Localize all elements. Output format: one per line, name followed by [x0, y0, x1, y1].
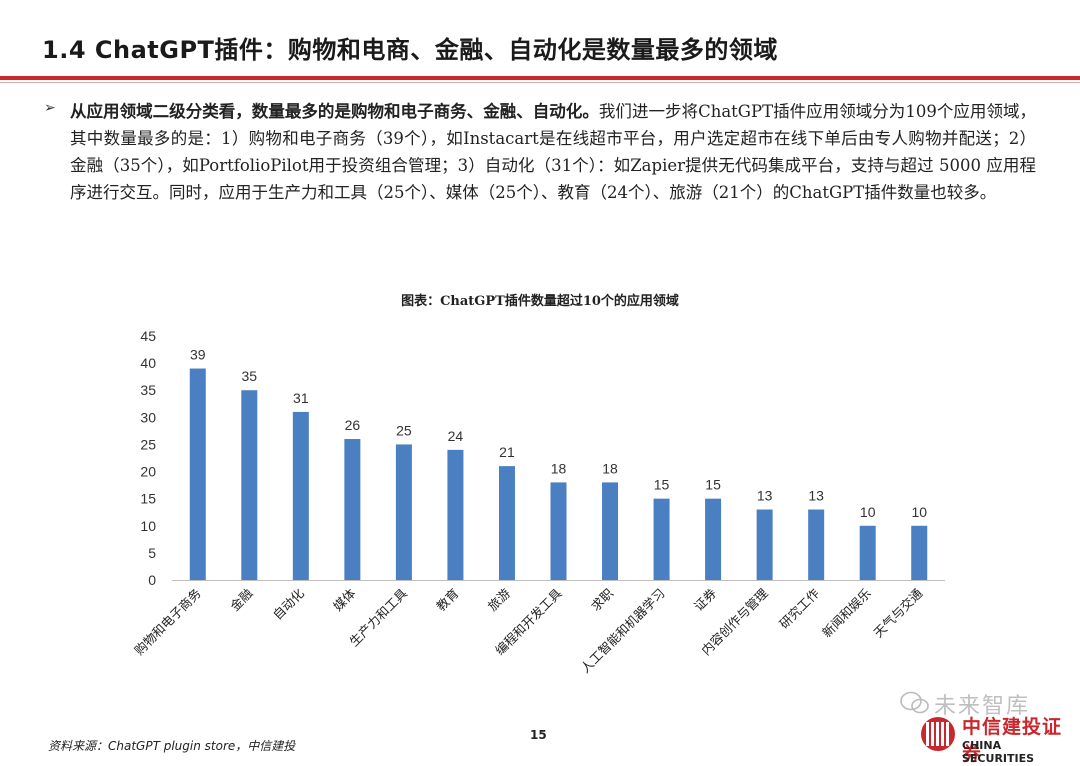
- y-tick-label: 15: [140, 491, 156, 507]
- data-label: 10: [860, 504, 876, 520]
- data-label: 21: [499, 444, 515, 460]
- data-label: 18: [551, 460, 567, 476]
- title-bar: 1.4 ChatGPT插件：购物和电商、金融、自动化是数量最多的领域: [0, 0, 1080, 83]
- bar: [756, 509, 773, 580]
- bar: [808, 509, 825, 580]
- bar: [550, 482, 567, 580]
- data-label: 24: [448, 428, 464, 444]
- y-tick-label: 35: [140, 382, 156, 398]
- bar: [292, 411, 309, 580]
- bar: [705, 498, 722, 580]
- intro-lead: 从应用领域二级分类看，数量最多的是购物和电子商务、金融、自动化。: [70, 102, 599, 121]
- bar-chart: 0 5 10 15 20 25 30 35 40 45 39 购物和电子商务 35 金融 31 自动化 26 媒体…: [131, 328, 945, 676]
- wechat-icon: [900, 691, 929, 714]
- data-label: 31: [293, 390, 309, 406]
- page-title: 1.4 ChatGPT插件：购物和电商、金融、自动化是数量最多的领域: [42, 36, 778, 64]
- bar: [344, 439, 361, 580]
- logo-english: CHINA SECURITIES: [962, 739, 1035, 765]
- bar: [447, 449, 464, 580]
- bar: [241, 390, 258, 580]
- title-divider: [0, 76, 1080, 80]
- data-label: 15: [654, 477, 670, 493]
- data-label: 13: [808, 488, 824, 504]
- x-category-label: 证券: [691, 585, 720, 614]
- y-tick-label: 30: [140, 409, 156, 425]
- x-category-label: 金融: [227, 585, 256, 614]
- y-tick-label: 10: [140, 518, 156, 534]
- intro-body: 我们进一步将ChatGPT插件应用领域分为109个应用领域，其中数量最多的是：1…: [70, 102, 1036, 202]
- source-note: 资料来源：ChatGPT plugin store，中信建投: [48, 739, 296, 753]
- intro-paragraph: 从应用领域二级分类看，数量最多的是购物和电子商务、金融、自动化。我们进一步将Ch…: [70, 98, 1036, 206]
- y-tick-label: 0: [148, 572, 156, 588]
- data-label: 39: [190, 347, 206, 363]
- data-label: 15: [705, 477, 721, 493]
- y-tick-label: 20: [140, 464, 156, 480]
- bar: [911, 525, 928, 580]
- bar: [498, 466, 515, 580]
- y-tick-label: 40: [140, 355, 156, 371]
- logo-name: 中信建投证券: [962, 716, 1063, 765]
- x-category-label: 研究工作: [776, 585, 822, 631]
- watermark: 未来智库: [934, 694, 1031, 719]
- y-tick-label: 25: [140, 436, 156, 452]
- y-tick-label: 45: [140, 328, 156, 344]
- bar: [602, 482, 619, 580]
- title-divider-thin: [0, 82, 1080, 83]
- data-label: 26: [345, 417, 361, 433]
- x-category-label: 求职: [588, 586, 616, 614]
- page-number: 15: [530, 728, 547, 742]
- x-category-label: 教育: [433, 586, 461, 614]
- company-logo: 中信建投证券 CHINA SECURITIES: [918, 710, 1068, 765]
- bullet-arrow-icon: ➢: [44, 100, 56, 116]
- data-label: 25: [396, 422, 412, 438]
- data-label: 35: [242, 368, 258, 384]
- chart-title: 图表：ChatGPT插件数量超过10个的应用领域: [401, 294, 679, 309]
- x-category-label: 自动化: [270, 585, 307, 622]
- logo-mark-icon: [921, 717, 955, 751]
- data-label: 18: [602, 460, 618, 476]
- data-label: 10: [911, 504, 927, 520]
- x-category-label: 新闻和娱乐: [819, 586, 874, 641]
- bar: [859, 525, 876, 580]
- data-label: 13: [757, 488, 773, 504]
- x-category-label: 旅游: [485, 585, 514, 614]
- x-category-label: 天气与交通: [871, 585, 926, 640]
- bar: [395, 444, 412, 580]
- x-category-label: 购物和电子商务: [131, 586, 203, 658]
- y-tick-label: 5: [148, 545, 156, 561]
- x-category-label: 媒体: [330, 585, 359, 614]
- bar: [653, 498, 670, 580]
- bar: [189, 368, 206, 580]
